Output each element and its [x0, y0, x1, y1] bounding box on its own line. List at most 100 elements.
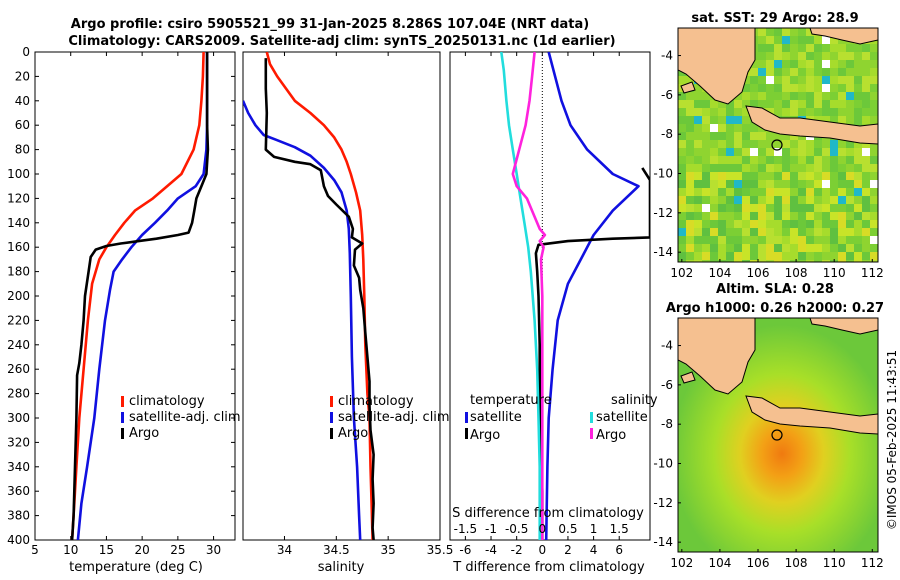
sst-cell: [854, 52, 862, 60]
sst-cell: [790, 84, 798, 92]
sst-cell: [806, 148, 814, 156]
sst-cell: [694, 92, 702, 100]
sst-cell: [694, 204, 702, 212]
sumatra-land: [678, 318, 756, 395]
sst-cell: [814, 180, 822, 188]
sst-cell: [862, 236, 870, 244]
sst-cell: [710, 252, 718, 260]
sst-cell: [806, 60, 814, 68]
sst-cell: [822, 188, 830, 196]
sst-cell: [870, 228, 878, 236]
sst-cell: [694, 108, 702, 116]
sst-cell: [862, 180, 870, 188]
sst-cell: [830, 228, 838, 236]
sst-cell: [870, 220, 878, 228]
sst-cell: [830, 196, 838, 204]
s-diff-tick-label: 0: [538, 522, 546, 536]
sst-cell: [686, 172, 694, 180]
sst-cell: [758, 220, 766, 228]
series-line-satellite-adj-clim: [76, 52, 209, 540]
sst-cell: [774, 68, 782, 76]
sst-cell: [782, 228, 790, 236]
sst-cell: [758, 204, 766, 212]
sst-cell: [734, 228, 742, 236]
x-tick-label: 6: [615, 543, 623, 557]
sst-cell: [734, 196, 742, 204]
sst-cell: [814, 140, 822, 148]
sst-cell: [702, 116, 710, 124]
sst-cell: [766, 196, 774, 204]
sst-cell: [862, 220, 870, 228]
depth-tick-label: 160: [7, 240, 30, 254]
sst-cell: [846, 140, 854, 148]
sst-cell: [726, 116, 734, 124]
legend-swatch-argo: [330, 428, 333, 439]
salinity-panel: 34 34.5 35 35.5 salinity climatology satell…: [242, 51, 453, 575]
sst-cell: [718, 236, 726, 244]
sst-cell: [758, 156, 766, 164]
x-tick-label: 35: [381, 543, 396, 557]
sst-cell: [750, 164, 758, 172]
sst-cell: [846, 156, 854, 164]
sst-cell: [710, 124, 718, 132]
sst-cell: [798, 140, 806, 148]
sst-cell: [822, 92, 830, 100]
sst-cell: [758, 44, 766, 52]
sst-cell: [750, 180, 758, 188]
sst-cell: [814, 36, 822, 44]
sst-cell: [870, 244, 878, 252]
sst-cell: [870, 204, 878, 212]
sst-cell: [694, 100, 702, 108]
sst-cell: [686, 260, 694, 262]
sst-cell: [710, 236, 718, 244]
sst-cell: [718, 100, 726, 108]
sst-cell: [766, 220, 774, 228]
sst-cell: [734, 164, 742, 172]
argo-location-marker: [771, 429, 783, 441]
sst-cell: [710, 156, 718, 164]
sst-cell: [854, 220, 862, 228]
sst-cell: [822, 60, 830, 68]
sst-cell: [718, 180, 726, 188]
sst-cell: [686, 156, 694, 164]
map-y-tick-label: -4: [661, 339, 673, 353]
sst-cell: [798, 148, 806, 156]
sst-cell: [782, 60, 790, 68]
sst-cell: [766, 76, 774, 84]
sst-cell: [870, 172, 878, 180]
salinity-lines: [243, 52, 375, 540]
sst-cell: [830, 172, 838, 180]
sst-cell: [766, 92, 774, 100]
sst-cell: [862, 260, 870, 262]
sst-cell: [870, 212, 878, 220]
sst-cell: [806, 76, 814, 84]
sst-cell: [774, 212, 782, 220]
sst-cell: [678, 228, 686, 236]
sst-cell: [726, 180, 734, 188]
sst-cell: [846, 228, 854, 236]
sst-cell: [854, 180, 862, 188]
sst-cell: [830, 76, 838, 84]
sst-cell: [846, 100, 854, 108]
sst-cell: [766, 52, 774, 60]
sst-cell: [798, 108, 806, 116]
sst-cell: [830, 60, 838, 68]
salinity-legend: climatology satellite-adj. clim Argo: [330, 394, 450, 441]
sst-cell: [822, 156, 830, 164]
sst-cell: [710, 244, 718, 252]
sst-cell: [678, 76, 686, 84]
sst-cell: [814, 260, 822, 262]
legend-label-satellite: satellite-adj. clim: [129, 410, 241, 425]
sst-cell: [862, 188, 870, 196]
sst-cell: [806, 156, 814, 164]
sst-cell: [750, 244, 758, 252]
sst-cell: [862, 76, 870, 84]
sst-cell: [758, 100, 766, 108]
sst-cell: [822, 164, 830, 172]
sst-cell: [758, 236, 766, 244]
sst-cell: [870, 180, 878, 188]
sst-cell: [766, 100, 774, 108]
sst-cell: [830, 180, 838, 188]
sst-cell: [830, 204, 838, 212]
sst-cell: [686, 124, 694, 132]
